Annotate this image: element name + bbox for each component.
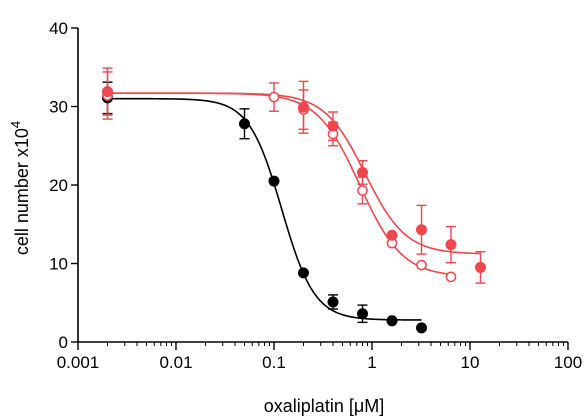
fit-curve-1	[107, 92, 452, 276]
fit-curve-0	[107, 97, 422, 321]
data-point	[445, 239, 457, 251]
y-axis-label-sup: 4	[8, 121, 23, 128]
y-tick-label: 20	[49, 176, 68, 195]
data-point	[475, 261, 487, 273]
data-point	[298, 101, 310, 113]
x-tick-label: 10	[461, 353, 480, 372]
data-point	[268, 91, 280, 103]
data-point	[416, 259, 427, 271]
y-tick-label: 30	[49, 98, 68, 117]
y-tick-label: 0	[59, 333, 68, 352]
y-axis-label: cell number x104	[8, 121, 32, 255]
data-point	[357, 185, 368, 196]
data-point	[357, 166, 369, 178]
fit-curves	[107, 92, 481, 321]
data-point	[268, 175, 280, 187]
y-tick-label: 10	[49, 255, 68, 274]
data-point	[298, 267, 310, 279]
data-point	[327, 296, 339, 308]
x-tick-label: 0.1	[262, 353, 286, 372]
x-axis-label: oxaliplatin [μM]	[264, 396, 384, 416]
error-bars	[102, 67, 486, 324]
data-markers	[102, 86, 487, 334]
y-axis-label-main: cell number x10	[12, 128, 32, 255]
fit-curve-2	[107, 92, 481, 255]
data-point	[357, 308, 369, 320]
data-point	[386, 315, 398, 327]
x-tick-label: 100	[554, 353, 582, 372]
data-point	[416, 224, 428, 236]
data-point	[102, 86, 114, 98]
x-tick-label: 1	[367, 353, 376, 372]
data-point	[327, 120, 339, 132]
data-point	[238, 118, 250, 130]
data-point	[445, 271, 457, 283]
data-point	[416, 322, 428, 334]
data-point	[386, 229, 398, 241]
x-tick-label: 0.001	[57, 353, 100, 372]
axes: 0.001 0.01 0.1 1 10 100 0 10 20 30 40	[49, 19, 582, 372]
x-tick-label: 0.01	[159, 353, 192, 372]
y-tick-label: 40	[49, 19, 68, 38]
